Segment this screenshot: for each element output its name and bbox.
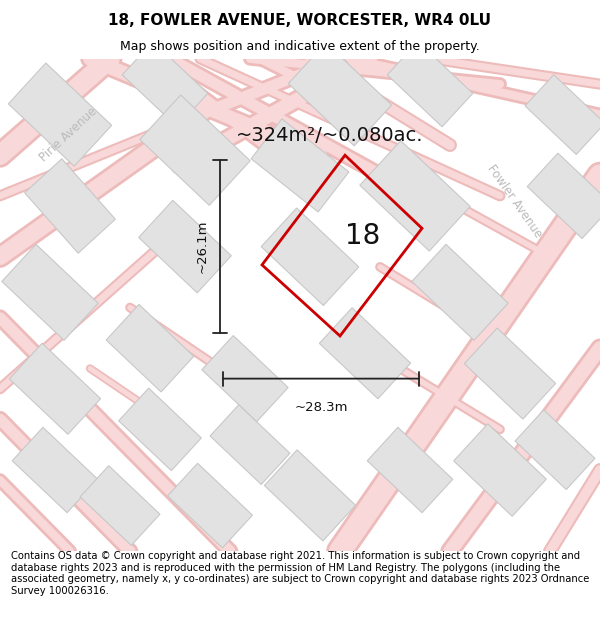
Polygon shape — [140, 95, 250, 206]
Polygon shape — [122, 41, 208, 127]
Text: ~28.3m: ~28.3m — [294, 401, 348, 414]
Polygon shape — [527, 153, 600, 239]
Polygon shape — [525, 75, 600, 154]
Polygon shape — [12, 428, 98, 512]
Polygon shape — [210, 405, 290, 484]
Polygon shape — [80, 466, 160, 546]
Polygon shape — [464, 328, 556, 419]
Polygon shape — [515, 410, 595, 489]
Polygon shape — [412, 244, 508, 340]
Text: Pirie Avenue: Pirie Avenue — [37, 105, 99, 164]
Polygon shape — [10, 343, 101, 434]
Text: Contains OS data © Crown copyright and database right 2021. This information is : Contains OS data © Crown copyright and d… — [11, 551, 589, 596]
Text: ~26.1m: ~26.1m — [196, 220, 209, 273]
Text: 18: 18 — [344, 222, 380, 250]
Polygon shape — [360, 141, 470, 251]
Polygon shape — [202, 336, 288, 422]
Polygon shape — [2, 244, 98, 340]
Polygon shape — [119, 388, 202, 471]
Polygon shape — [106, 304, 194, 392]
Polygon shape — [289, 42, 392, 146]
Polygon shape — [25, 159, 115, 253]
Polygon shape — [367, 428, 453, 512]
Text: 18, FOWLER AVENUE, WORCESTER, WR4 0LU: 18, FOWLER AVENUE, WORCESTER, WR4 0LU — [109, 13, 491, 28]
Polygon shape — [319, 308, 410, 399]
Polygon shape — [8, 63, 112, 166]
Text: Fowler Avenue: Fowler Avenue — [485, 162, 545, 240]
Text: Map shows position and indicative extent of the property.: Map shows position and indicative extent… — [120, 40, 480, 53]
Polygon shape — [265, 450, 356, 541]
Polygon shape — [454, 424, 547, 516]
Text: ~324m²/~0.080ac.: ~324m²/~0.080ac. — [236, 126, 424, 145]
Polygon shape — [139, 201, 232, 293]
Polygon shape — [387, 41, 473, 127]
Polygon shape — [261, 208, 359, 306]
Polygon shape — [167, 463, 253, 548]
Polygon shape — [251, 119, 349, 212]
